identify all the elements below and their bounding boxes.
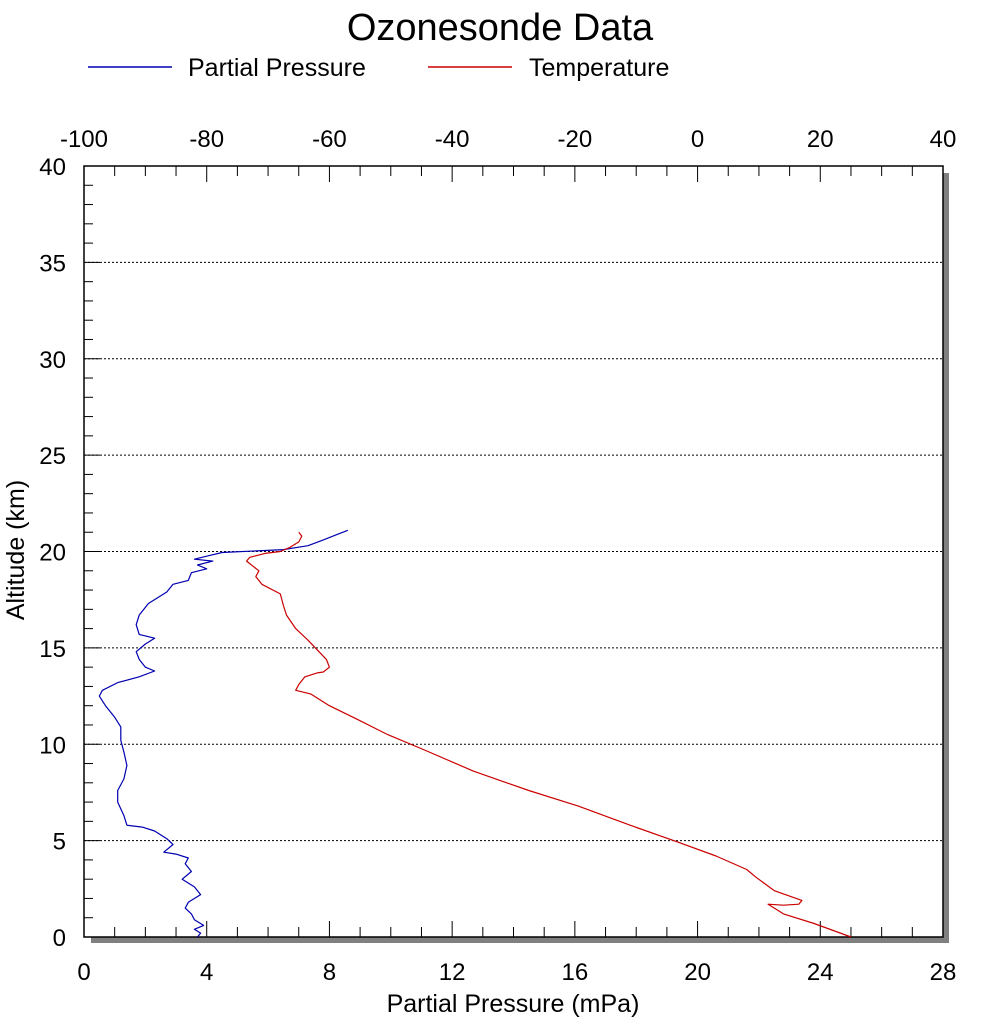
x-bottom-tick-label-0: 0: [77, 959, 90, 986]
x-top-tick-label--40: -40: [435, 126, 470, 153]
y-tick-label-20: 20: [39, 540, 66, 567]
x-bottom-tick-label-16: 16: [562, 959, 589, 986]
y-axis-title: Altitude (km): [2, 480, 30, 620]
series-line-temperature: [246, 531, 852, 938]
x-top-tick-label-20: 20: [807, 126, 834, 153]
legend-label-partial-pressure: Partial Pressure: [188, 54, 366, 82]
x-top-tick-label-0: 0: [691, 126, 704, 153]
y-tick-label-30: 30: [39, 347, 66, 374]
x-bottom-tick-label-28: 28: [930, 959, 957, 986]
legend-label-temperature: Temperature: [529, 54, 669, 82]
x-bottom-tick-label-12: 12: [439, 959, 466, 986]
x-bottom-tick-label-8: 8: [323, 959, 336, 986]
x-top-tick-label--80: -80: [189, 126, 224, 153]
x-top-tick-label--60: -60: [312, 126, 347, 153]
x-top-tick-label-40: 40: [930, 126, 957, 153]
y-tick-label-0: 0: [53, 925, 66, 952]
y-tick-label-35: 35: [39, 250, 66, 277]
x-bottom-tick-label-4: 4: [200, 959, 213, 986]
chart-title: Ozonesonde Data: [347, 7, 654, 49]
series-layer: [98, 529, 852, 938]
x-top-tick-label--100: -100: [60, 126, 108, 153]
x-axis-title: Partial Pressure (mPa): [387, 990, 640, 1018]
x-top-tick-label--20: -20: [558, 126, 593, 153]
gridlines: [84, 261, 943, 842]
axis-ticks: [83, 165, 944, 938]
y-tick-label-40: 40: [39, 154, 66, 181]
legend: Partial Pressure Temperature: [88, 54, 669, 82]
y-tick-label-10: 10: [39, 732, 66, 759]
y-tick-label-25: 25: [39, 443, 66, 470]
series-line-partial-pressure: [98, 529, 349, 938]
x-bottom-tick-label-24: 24: [807, 959, 834, 986]
x-bottom-tick-label-20: 20: [684, 959, 711, 986]
y-tick-label-5: 5: [53, 829, 66, 856]
y-tick-label-15: 15: [39, 636, 66, 663]
tick-labels: 0 5 10 15 20 25 30 35 40 0 4 8 12 16 20 24 28 -100 -80 -60 -…: [39, 126, 956, 986]
